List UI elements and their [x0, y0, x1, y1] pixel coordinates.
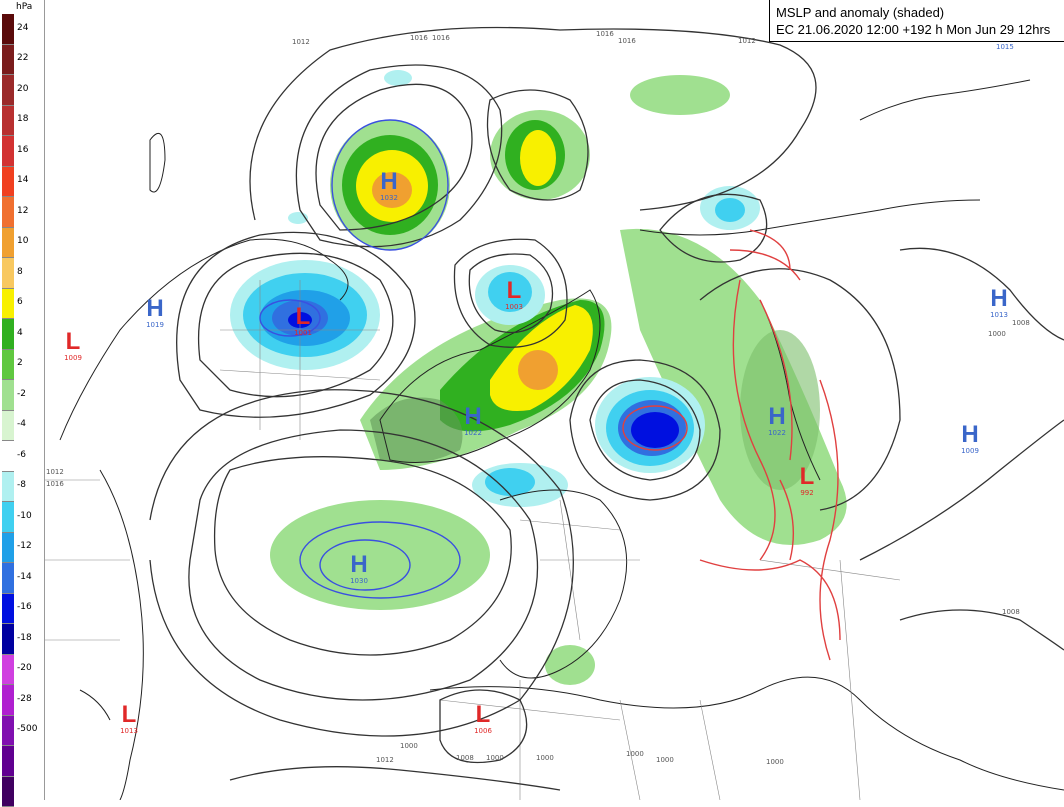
isobar-label: 1000 — [988, 330, 1006, 338]
colorbar-tick-label: 6 — [17, 297, 23, 307]
map-title-box: MSLP and anomaly (shaded) EC 21.06.2020 … — [769, 0, 1064, 42]
colorbar-tick-label: -28 — [17, 694, 32, 704]
anomaly-colorbar: hPa 24 22 20 18 16 14 12 10 8 6 4 2 -2 -4 -6 -8 -10 -12 -1… — [0, 0, 45, 800]
colorbar-swatch — [2, 258, 14, 289]
colorbar-swatch — [2, 746, 14, 777]
colorbar-tick-label: 14 — [17, 175, 28, 185]
colorbar-swatch — [2, 14, 14, 45]
colorbar-swatch — [2, 228, 14, 259]
colorbar-tick-label: -14 — [17, 572, 32, 582]
colorbar-swatch — [2, 472, 14, 503]
colorbar-tick-label: -20 — [17, 663, 32, 673]
isobar-label: 1000 — [766, 758, 784, 766]
colorbar-swatch — [2, 380, 14, 411]
map-run-info: EC 21.06.2020 12:00 +192 h Mon Jun 29 12… — [776, 21, 1058, 38]
colorbar-swatch — [2, 685, 14, 716]
colorbar-swatch — [2, 502, 14, 533]
colorbar-swatch — [2, 777, 14, 807]
colorbar-swatch — [2, 319, 14, 350]
isobar-label: 1015 — [996, 43, 1014, 51]
colorbar-swatch — [2, 289, 14, 320]
colorbar-tick-label: -18 — [17, 633, 32, 643]
isobar-label: 1008 — [1002, 608, 1020, 616]
colorbar-swatch — [2, 655, 14, 686]
colorbar-tick-label: -12 — [17, 541, 32, 551]
anomaly-shading — [230, 70, 847, 685]
colorbar-swatch — [2, 197, 14, 228]
colorbar-tick-label: -10 — [17, 511, 32, 521]
colorbar-swatch — [2, 716, 14, 747]
colorbar-tick-label: 20 — [17, 84, 28, 94]
isobar-label: 1012 — [376, 756, 394, 764]
isobar-label: 1016 — [410, 34, 428, 42]
colorbar-tick-label: 22 — [17, 53, 28, 63]
colorbar-unit: hPa — [16, 2, 32, 12]
colorbar-swatch — [2, 563, 14, 594]
isobar-label: 1012 — [46, 468, 64, 476]
isobar-label: 1012 — [292, 38, 310, 46]
colorbar-tick-label: 16 — [17, 145, 28, 155]
isobar-label: 1000 — [656, 756, 674, 764]
isobar-label: 1016 — [46, 480, 64, 488]
colorbar-tick-label: 12 — [17, 206, 28, 216]
isobar-label: 1000 — [486, 754, 504, 762]
isobar-label: 1000 — [536, 754, 554, 762]
isobar-label: 1008 — [1012, 319, 1030, 327]
colorbar-tick-label: 8 — [17, 267, 23, 277]
isobar-label: 1016 — [596, 30, 614, 38]
isobar-label: 1016 — [618, 37, 636, 45]
colorbar-swatch — [2, 45, 14, 76]
colorbar-swatch — [2, 167, 14, 198]
isobar-label: 1012 — [738, 37, 756, 45]
colorbar-tick-label: -6 — [17, 450, 26, 460]
colorbar-swatch — [2, 594, 14, 625]
colorbar-swatch — [2, 75, 14, 106]
colorbar-tick-label: -2 — [17, 389, 26, 399]
colorbar-swatch — [2, 441, 14, 472]
colorbar-tick-label: 10 — [17, 236, 28, 246]
colorbar-swatch — [2, 533, 14, 564]
colorbar-tick-label: 2 — [17, 358, 23, 368]
colorbar-swatch — [2, 136, 14, 167]
map-title: MSLP and anomaly (shaded) — [776, 4, 1058, 21]
isobar-label: 1000 — [400, 742, 418, 750]
colorbar-tick-label: -16 — [17, 602, 32, 612]
colorbar-tick-label: 18 — [17, 114, 28, 124]
colorbar-swatch — [2, 106, 14, 137]
colorbar-swatch — [2, 350, 14, 381]
isobar-label: 1000 — [626, 750, 644, 758]
colorbar-tick-label: -4 — [17, 419, 26, 429]
colorbar-tick-label: -8 — [17, 480, 26, 490]
colorbar-tick-label: -500 — [17, 724, 37, 734]
colorbar-swatch — [2, 411, 14, 442]
isobar-label: 1016 — [432, 34, 450, 42]
colorbar-tick-label: 4 — [17, 328, 23, 338]
colorbar-tick-label: 24 — [17, 23, 28, 33]
isobar-label: 1008 — [456, 754, 474, 762]
colorbar-swatch — [2, 624, 14, 655]
